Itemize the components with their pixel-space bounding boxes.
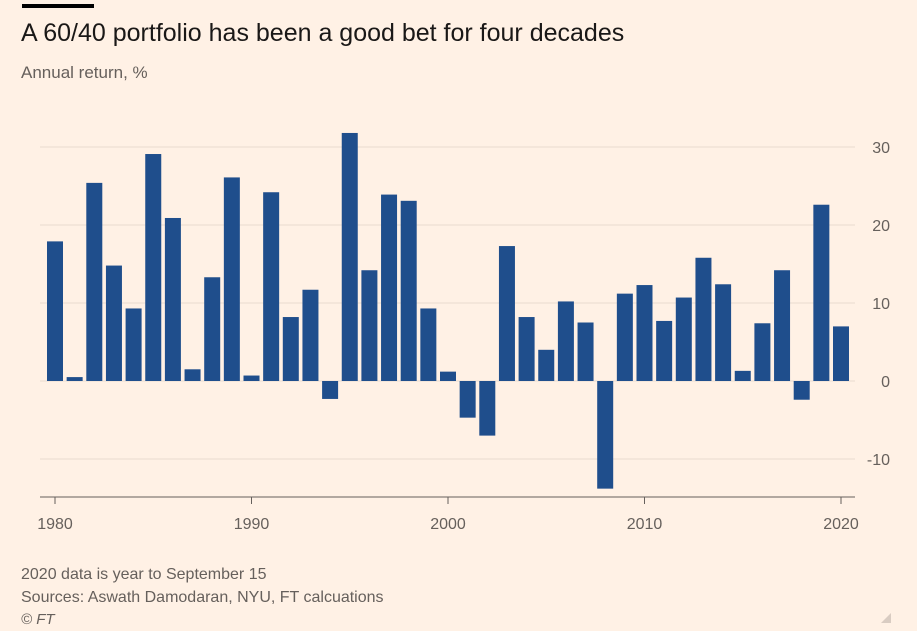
bar-2001: [459, 381, 476, 418]
y-tick-label: 30: [872, 140, 890, 157]
bar-1988: [204, 277, 221, 381]
bar-1998: [400, 200, 417, 381]
bar-1983: [105, 265, 122, 381]
x-tick-label: 1980: [37, 516, 73, 533]
bar-2005: [538, 349, 555, 381]
bar-1993: [302, 289, 319, 381]
bar-2018: [793, 381, 810, 400]
resize-handle-icon[interactable]: [881, 613, 891, 623]
bar-2003: [498, 246, 515, 381]
y-tick-label: 0: [881, 374, 890, 391]
y-tick-label: 10: [872, 296, 890, 313]
chart-title: A 60/40 portfolio has been a good bet fo…: [21, 19, 625, 47]
bar-2009: [616, 293, 633, 381]
bar-2020: [833, 326, 849, 381]
x-tick-label: 2020: [823, 516, 859, 533]
chart-subtitle: Annual return, %: [21, 63, 148, 82]
ft-credit: © FT: [21, 611, 55, 628]
sources-note: Sources: Aswath Damodaran, NYU, FT calcu…: [21, 589, 384, 606]
bar-2006: [557, 301, 574, 381]
bar-1995: [341, 132, 358, 381]
bar-2011: [656, 320, 673, 381]
bar-1986: [164, 217, 181, 381]
x-tick-label: 2000: [430, 516, 466, 533]
y-tick-label: -10: [867, 452, 890, 469]
brand-bar: [22, 4, 94, 8]
bar-1990: [243, 375, 260, 381]
bar-1992: [282, 317, 299, 381]
bar-1985: [145, 154, 162, 381]
bar-2016: [754, 323, 771, 381]
bar-2017: [774, 270, 791, 381]
bar-1989: [223, 177, 240, 381]
bar-1981: [66, 377, 83, 381]
bar-2013: [695, 257, 712, 381]
bar-2004: [518, 317, 535, 381]
bar-2000: [440, 371, 456, 381]
bar-1994: [322, 381, 339, 399]
bar-1997: [381, 194, 398, 381]
bar-2014: [715, 284, 732, 381]
bar-2010: [636, 285, 653, 381]
bar-2002: [479, 381, 496, 436]
x-tick-label: 1990: [234, 516, 270, 533]
bar-1982: [86, 182, 103, 381]
y-tick-label: 20: [872, 218, 890, 235]
bar-2008: [597, 381, 614, 489]
bar-1987: [184, 369, 201, 381]
bar-2015: [734, 370, 751, 381]
bar-1980: [47, 241, 63, 381]
x-tick-label: 2010: [627, 516, 663, 533]
bar-2012: [675, 297, 692, 381]
bar-1984: [125, 308, 142, 381]
bar-1991: [263, 192, 280, 381]
bar-1996: [361, 270, 378, 381]
bar-2007: [577, 322, 594, 381]
data-note: 2020 data is year to September 15: [21, 566, 267, 583]
bar-2019: [813, 204, 830, 381]
bar-1999: [420, 308, 437, 381]
